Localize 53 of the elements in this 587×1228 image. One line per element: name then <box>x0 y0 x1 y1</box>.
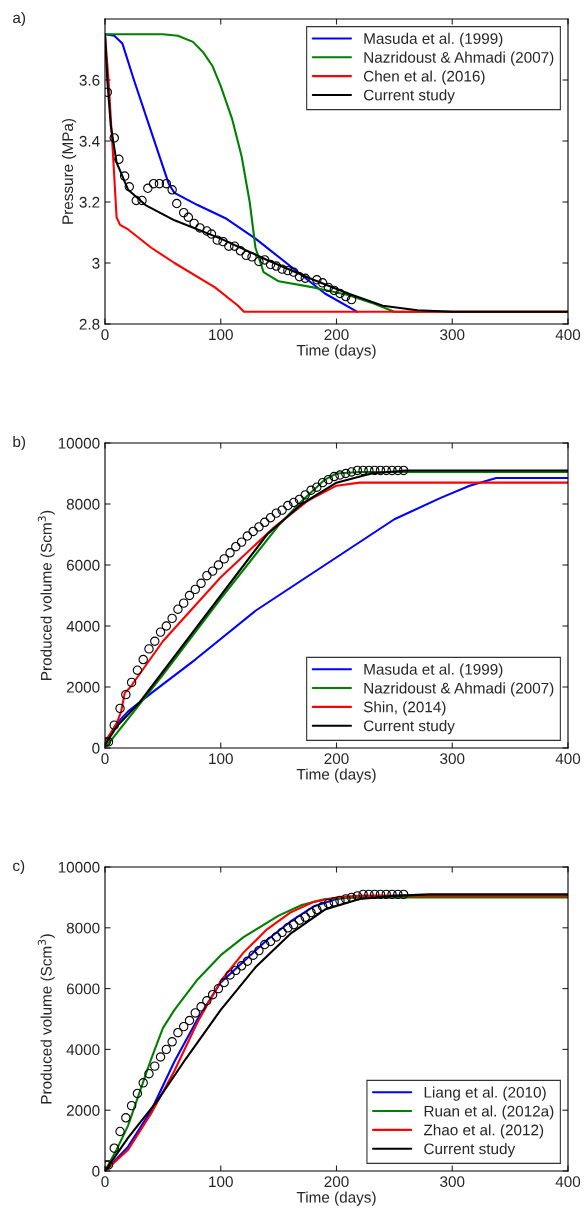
x-tick-label: 100 <box>209 329 233 341</box>
legend-label: Ruan et al. (2012a) <box>424 1105 554 1120</box>
y-tick-label: 0 <box>92 1165 100 1177</box>
x-tick-label: 300 <box>440 329 465 341</box>
y-tick-label: 4000 <box>66 1044 100 1056</box>
legend-label: Masuda et al. (1999) <box>364 663 503 678</box>
x-tick-label: 0 <box>101 1176 109 1188</box>
x-tick-label: 0 <box>101 753 109 765</box>
y-axis-title: Produced volume (Scm$^{3}$) <box>37 934 55 1104</box>
y-tick-label: 3.6 <box>79 74 100 86</box>
x-tick-label: 300 <box>440 753 465 765</box>
x-tick-label: 400 <box>555 1176 581 1188</box>
y-tick-label: 6000 <box>66 983 100 995</box>
x-tick-label: 400 <box>555 753 581 765</box>
y-tick-label: 4000 <box>66 620 100 632</box>
legend-label: Nazridoust & Ahmadi (2007) <box>364 682 554 697</box>
x-axis-title: Time (days) <box>296 344 376 359</box>
chart-title: c) <box>13 859 25 875</box>
y-tick-label: 10000 <box>58 861 100 873</box>
y-tick-label: 8000 <box>66 922 100 934</box>
legend-label: Current study <box>363 720 455 735</box>
y-tick-label: 3.4 <box>79 135 100 147</box>
legend-label: Zhao et al. (2012) <box>423 1124 544 1139</box>
y-tick-label: 10000 <box>58 437 100 449</box>
legend-label: Current study <box>424 1143 516 1158</box>
legend-label: Masuda et al. (1999) <box>364 32 503 47</box>
chart-title: a) <box>13 11 26 27</box>
x-axis-title: Time (days) <box>296 1191 376 1206</box>
y-tick-label: 6000 <box>66 559 100 571</box>
legend-label: Current study <box>363 89 455 104</box>
x-axis-title: Time (days) <box>296 768 376 783</box>
y-tick-label: 2000 <box>66 1105 100 1116</box>
y-axis-title: Produced volume (Scm$^{3}$) <box>37 510 55 680</box>
legend-label: Chen et al. (2016) <box>363 70 485 85</box>
x-tick-label: 100 <box>209 1176 233 1188</box>
y-tick-label: 8000 <box>66 498 100 510</box>
x-tick-label: 0 <box>101 329 109 341</box>
y-tick-label: 3.2 <box>79 196 100 208</box>
legend-label: Liang et al. (2010) <box>424 1086 546 1101</box>
x-tick-label: 200 <box>324 329 349 341</box>
x-tick-label: 100 <box>209 753 233 765</box>
y-tick-label: 2.8 <box>79 318 100 330</box>
legend-label: Nazridoust & Ahmadi (2007) <box>364 51 554 66</box>
chart-title: b) <box>13 435 26 451</box>
y-axis-title: Pressure (MPa) <box>61 118 77 224</box>
y-tick-label: 0 <box>92 742 100 754</box>
legend-label: Shin, (2014) <box>363 701 446 716</box>
x-tick-label: 200 <box>324 1176 349 1188</box>
x-tick-label: 400 <box>555 329 581 341</box>
x-tick-label: 200 <box>324 753 349 765</box>
x-tick-label: 300 <box>440 1176 465 1188</box>
y-tick-label: 2000 <box>66 681 100 693</box>
y-tick-label: 3 <box>92 257 100 269</box>
